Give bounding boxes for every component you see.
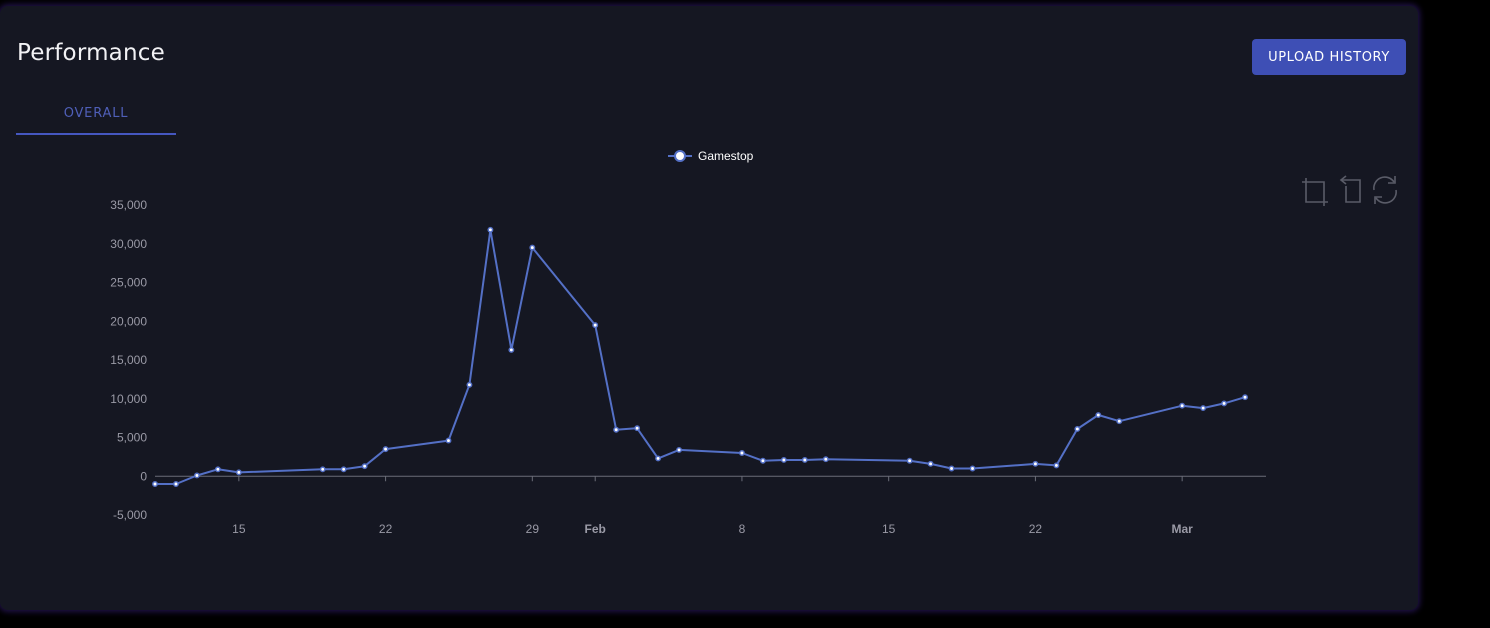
performance-card: Performance UPLOAD HISTORY OVERALL [0,6,1418,610]
data-point[interactable] [1032,460,1039,467]
data-point[interactable] [948,465,955,472]
data-point[interactable] [235,469,242,476]
x-tick-label: 29 [526,522,540,536]
refresh-icon[interactable] [1373,176,1397,204]
plot-area [152,226,1248,487]
chart-toolbox [1302,175,1397,206]
data-point[interactable] [969,465,976,472]
data-point[interactable] [1053,462,1060,469]
y-tick-label: -5,000 [113,508,147,522]
data-point[interactable] [676,446,683,453]
data-point[interactable] [445,437,452,444]
data-point[interactable] [906,457,913,464]
data-point[interactable] [1116,418,1123,425]
data-point[interactable] [759,457,766,464]
data-point[interactable] [1095,412,1102,418]
y-tick-label: 10,000 [110,392,147,406]
y-tick-label: 35,000 [110,198,147,212]
y-tick-label: 0 [140,469,147,483]
y-tick-label: 30,000 [110,237,147,251]
tab-overall[interactable]: OVERALL [16,94,176,135]
data-point[interactable] [822,456,829,463]
data-point[interactable] [487,226,494,233]
upload-history-button[interactable]: UPLOAD HISTORY [1252,39,1406,75]
y-tick-label: 20,000 [110,314,147,328]
data-point[interactable] [927,460,934,467]
legend-label: Gamestop [698,149,754,163]
data-point[interactable] [1242,394,1248,401]
x-axis: 15 22 29 Feb 8 15 22 Mar [155,475,1266,536]
data-point[interactable] [613,426,620,433]
data-point[interactable] [1200,405,1207,411]
x-tick-label: Feb [585,522,606,536]
page-title: Performance [17,40,165,66]
tab-bar: OVERALL [16,94,176,135]
data-point[interactable] [508,346,515,353]
data-point[interactable] [655,455,662,462]
data-point[interactable] [152,481,158,487]
x-tick-label: Mar [1171,522,1193,536]
x-tick-label: 8 [739,522,746,536]
data-point[interactable] [193,472,200,479]
data-point[interactable] [319,466,326,473]
data-point[interactable] [173,481,179,487]
crop-icon[interactable] [1302,178,1328,206]
data-point[interactable] [738,450,745,456]
chart-legend[interactable]: Gamestop [668,149,754,163]
data-point[interactable] [382,446,389,453]
undo-icon[interactable] [1339,175,1361,203]
y-tick-label: 15,000 [110,353,147,367]
data-point[interactable] [1221,400,1228,407]
data-point[interactable] [1179,402,1186,409]
x-tick-label: 15 [882,522,896,536]
data-point[interactable] [1074,426,1081,432]
x-tick-label: 15 [232,522,246,536]
y-axis: 35,000 30,000 25,000 20,000 15,000 10,000 5,00… [110,198,147,522]
data-point[interactable] [592,322,599,329]
x-tick-label: 22 [1029,522,1043,536]
data-point[interactable] [361,463,368,470]
data-point[interactable] [529,244,536,251]
data-point[interactable] [801,457,808,463]
data-point[interactable] [466,381,473,388]
data-point[interactable] [340,466,347,473]
data-point[interactable] [634,425,641,432]
y-tick-label: 25,000 [110,276,147,290]
series-line-gamestop [155,228,1246,485]
data-point[interactable] [214,466,221,473]
data-point[interactable] [780,457,787,463]
legend-marker [674,150,686,162]
x-tick-label: 22 [379,522,393,536]
y-tick-label: 5,000 [117,431,147,445]
